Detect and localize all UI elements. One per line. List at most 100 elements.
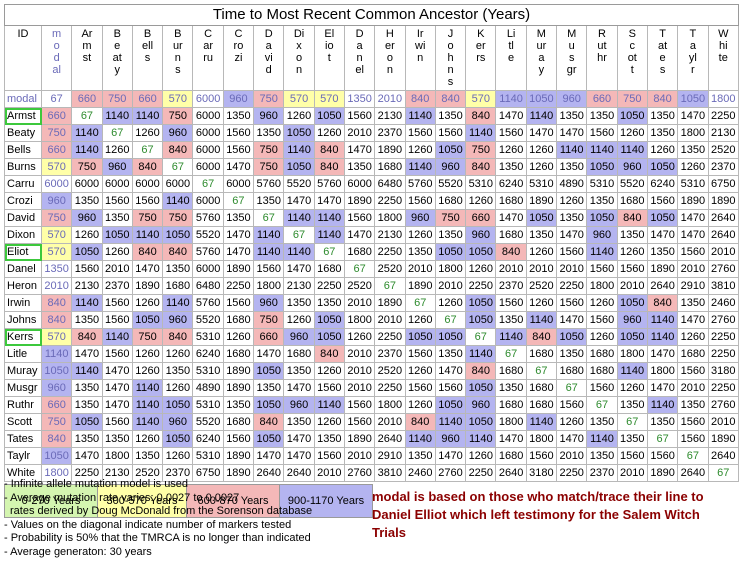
table-cell: 67: [556, 379, 588, 397]
table-cell: 1680: [222, 413, 255, 431]
table-cell: 570: [40, 226, 73, 244]
table-cell: 750: [40, 124, 73, 142]
table-cell: 67: [707, 464, 740, 482]
column-header-ruthr: Ruthr: [586, 25, 618, 91]
column-header-label: Burns: [172, 28, 183, 76]
column-header-label: Ruthr: [597, 28, 607, 64]
table-cell: 2250: [71, 464, 103, 482]
column-header-musgr: Musgr: [556, 25, 588, 91]
table-row: Ruthr 660 1350 1470 1140 1050 5310 1350 1050 960 1…: [4, 396, 740, 414]
table-cell: 1350: [101, 209, 133, 227]
table-cell: 67: [131, 141, 164, 159]
table-cell: 2520: [343, 277, 376, 295]
table-cell: 5310: [586, 175, 618, 193]
table-cell: 840: [253, 413, 285, 431]
column-header-label: Tates: [657, 28, 668, 76]
table-cell: 5310: [465, 175, 497, 193]
table-cell: 1890: [222, 447, 255, 465]
table-cell: 1260: [646, 141, 679, 159]
table-cell: 1050: [586, 158, 618, 176]
table-cell: 1050: [465, 294, 497, 312]
table-cell: 2010: [374, 90, 406, 108]
table-cell: 1260: [131, 294, 164, 312]
table-cell: 2010: [101, 260, 133, 278]
table-cell: 1560: [71, 260, 103, 278]
table-cell: 1140: [586, 141, 618, 159]
table-cell: 1560: [586, 311, 618, 329]
table-cell: 2010: [343, 379, 376, 397]
table-cell: 960: [465, 396, 497, 414]
table-cell: 1560: [556, 396, 588, 414]
table-cell: 6000: [101, 175, 133, 193]
table-cell: 1560: [101, 294, 133, 312]
table-cell: 960: [162, 413, 194, 431]
table-cell: 1140: [313, 209, 345, 227]
table-cell: 1050: [616, 328, 648, 346]
table-cell: 1260: [677, 158, 709, 176]
note-line: - Average mutation rate varies: 0.0027 t…: [4, 491, 240, 504]
column-header-litle: Litle: [495, 25, 527, 91]
column-header-tates: Tates: [646, 25, 679, 91]
table-cell: 1470: [283, 430, 315, 448]
table-cell: 2640: [677, 464, 709, 482]
table-cell: 2130: [283, 277, 315, 295]
table-cell: 1260: [434, 294, 467, 312]
table-cell: 1560: [434, 124, 467, 142]
table-cell: 1890: [131, 277, 164, 295]
table-cell: 840: [646, 294, 679, 312]
table-cell: 840: [162, 141, 194, 159]
table-cell: 1350: [495, 158, 527, 176]
table-cell: 1140: [283, 243, 315, 261]
table-cell: 1140: [71, 362, 103, 380]
table-cell: 5520: [616, 175, 648, 193]
table-cell: 1140: [101, 328, 133, 346]
table-cell: 1680: [283, 345, 315, 363]
note-line: - Probability is 50% that the TMRCA is n…: [4, 532, 311, 544]
column-header-label: Irwin: [415, 28, 426, 64]
table-row: Danel 1350 1560 2010 1470 1350 6000 1890 1560 147…: [4, 260, 740, 278]
table-cell: 1560: [222, 294, 255, 312]
table-cell: 1560: [101, 192, 133, 210]
row-label: Taylr: [4, 447, 42, 465]
table-cell: 2370: [374, 345, 406, 363]
table-cell: 1350: [556, 107, 588, 125]
table-cell: 750: [465, 141, 497, 159]
table-cell: 1350: [495, 379, 527, 397]
table-cell: 1050: [404, 328, 436, 346]
table-cell: 1260: [465, 192, 497, 210]
table-cell: 2010: [677, 379, 709, 397]
table-cell: 960: [556, 90, 588, 108]
table-cell: 1140: [586, 430, 618, 448]
table-cell: 2010: [677, 260, 709, 278]
table-cell: 5310: [525, 175, 558, 193]
table-cell: 1140: [434, 413, 467, 431]
table-cell: 3180: [707, 362, 740, 380]
table-cell: 2010: [525, 260, 558, 278]
table-cell: 1350: [556, 345, 588, 363]
table-cell: 1890: [374, 294, 406, 312]
table-cell: 1050: [283, 124, 315, 142]
table-cell: 1140: [71, 294, 103, 312]
table-cell: 1050: [525, 209, 558, 227]
table-cell: 1560: [222, 430, 255, 448]
table-cell: 2130: [707, 124, 740, 142]
table-cell: 67: [374, 277, 406, 295]
table-cell: 960: [404, 209, 436, 227]
table-cell: 750: [101, 90, 133, 108]
column-header-scott: Scott: [616, 25, 648, 91]
table-cell: 6480: [192, 277, 224, 295]
table-cell: 6000: [192, 90, 224, 108]
table-cell: 1350: [646, 107, 679, 125]
table-cell: 1260: [162, 379, 194, 397]
table-cell: 1560: [131, 192, 164, 210]
table-cell: 1800: [101, 447, 133, 465]
table-cell: 2640: [374, 430, 406, 448]
table-cell: 1350: [253, 124, 285, 142]
table-cell: 6000: [162, 175, 194, 193]
table-cell: 2130: [374, 226, 406, 244]
table-cell: 1560: [677, 413, 709, 431]
table-cell: 1680: [495, 192, 527, 210]
table-cell: 1470: [222, 158, 255, 176]
table-cell: 1050: [40, 447, 73, 465]
column-header-label: Musgr: [566, 28, 577, 76]
